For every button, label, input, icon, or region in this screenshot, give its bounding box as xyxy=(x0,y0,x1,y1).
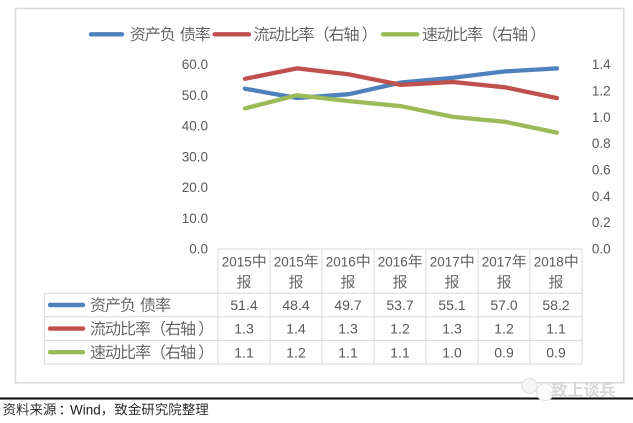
svg-text:53.7: 53.7 xyxy=(386,297,413,313)
svg-text:1.2: 1.2 xyxy=(592,84,611,99)
svg-text:10.0: 10.0 xyxy=(182,211,208,226)
svg-text:2017: 2017 xyxy=(430,254,460,269)
svg-text:0.0: 0.0 xyxy=(189,242,208,257)
svg-text:50.0: 50.0 xyxy=(182,88,208,103)
svg-text:1.0: 1.0 xyxy=(442,344,462,360)
svg-text:60.0: 60.0 xyxy=(182,57,208,72)
svg-text:51.4: 51.4 xyxy=(230,297,257,313)
svg-text:1.2: 1.2 xyxy=(390,321,410,337)
svg-text:58.2: 58.2 xyxy=(542,297,569,313)
svg-text:1.3: 1.3 xyxy=(338,321,358,337)
svg-text:48.4: 48.4 xyxy=(282,297,309,313)
svg-text:1.3: 1.3 xyxy=(234,321,254,337)
svg-text:0.8: 0.8 xyxy=(592,136,611,151)
svg-text:2015: 2015 xyxy=(274,254,304,269)
svg-text:2015: 2015 xyxy=(222,254,252,269)
svg-text:1.0: 1.0 xyxy=(592,110,611,125)
svg-text:0.4: 0.4 xyxy=(592,189,611,204)
svg-text:0.9: 0.9 xyxy=(494,344,514,360)
svg-text:1.2: 1.2 xyxy=(494,321,514,337)
svg-text:2018: 2018 xyxy=(534,254,564,269)
svg-text:1.1: 1.1 xyxy=(338,344,358,360)
svg-text:57.0: 57.0 xyxy=(490,297,517,313)
svg-text:55.1: 55.1 xyxy=(438,297,465,313)
svg-text:1.2: 1.2 xyxy=(286,344,306,360)
svg-text:2017: 2017 xyxy=(482,254,512,269)
svg-text:0.9: 0.9 xyxy=(546,344,566,360)
svg-text:49.7: 49.7 xyxy=(334,297,361,313)
svg-text:0.2: 0.2 xyxy=(592,215,611,230)
svg-text:1.1: 1.1 xyxy=(234,344,254,360)
svg-text:1.1: 1.1 xyxy=(390,344,410,360)
svg-text:Wind: Wind xyxy=(70,402,101,417)
svg-text:40.0: 40.0 xyxy=(182,119,208,134)
svg-text:1.4: 1.4 xyxy=(592,57,611,72)
svg-text:2016: 2016 xyxy=(378,254,408,269)
svg-text:1.4: 1.4 xyxy=(286,321,306,337)
svg-text:30.0: 30.0 xyxy=(182,149,208,164)
svg-text:20.0: 20.0 xyxy=(182,180,208,195)
svg-text:2016: 2016 xyxy=(326,254,356,269)
svg-text:1.1: 1.1 xyxy=(546,321,566,337)
svg-text:0.6: 0.6 xyxy=(592,163,611,178)
svg-text:1.3: 1.3 xyxy=(442,321,462,337)
svg-text:0.0: 0.0 xyxy=(592,242,611,257)
